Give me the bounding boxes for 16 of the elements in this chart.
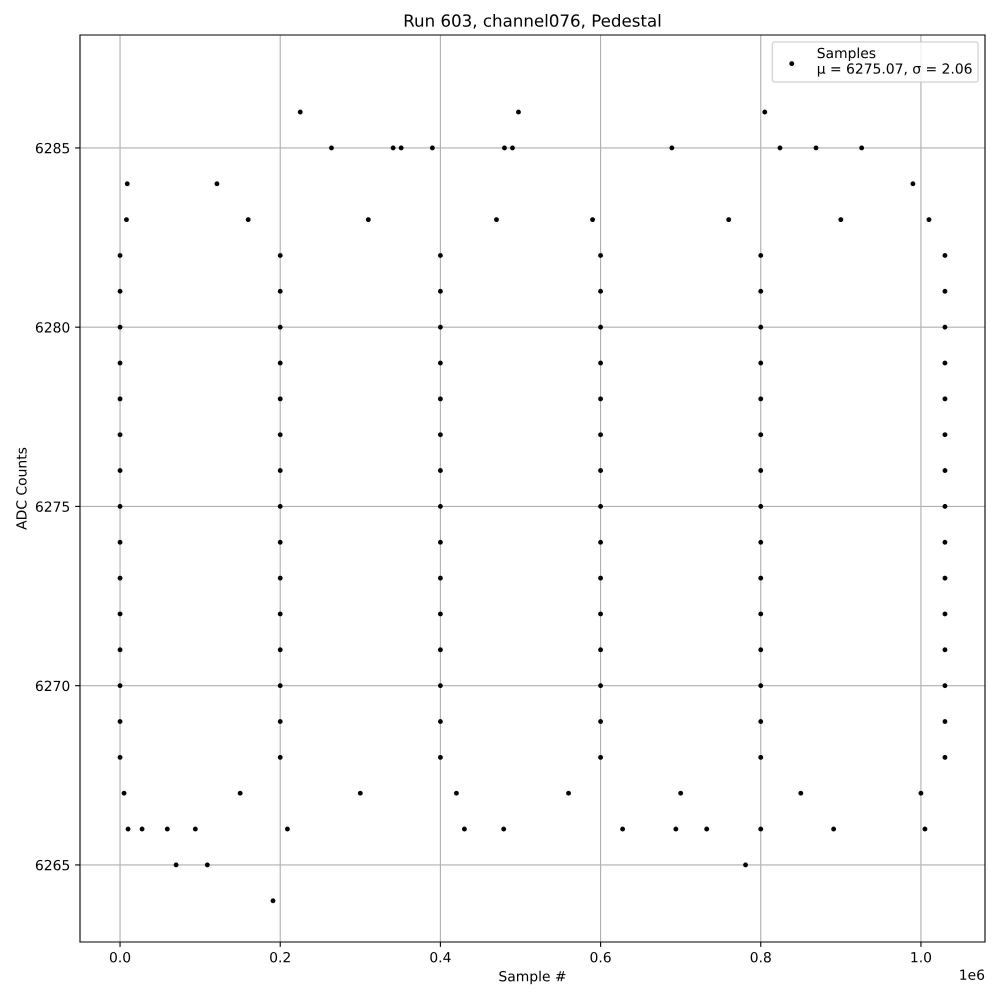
x-tick-label: 0.6 [590,952,611,962]
x-tick-label: 0.2 [270,952,290,962]
y-tick-label: 6270 [36,680,70,692]
y-tick-label: 6280 [36,322,70,333]
x-tick-label: 0.8 [750,952,771,962]
x-tick-label: 0.4 [430,952,451,962]
x-tick-label: 1.0 [911,952,932,962]
y-tick-label: 6285 [36,142,70,154]
x-axis-title: Sample # [499,970,566,984]
chart-title: Run 603, channel076, Pedestal [404,14,660,29]
text: 1e6 [960,969,984,980]
legend-label: Samples μ = 6275.07, σ = 2.06 [818,48,972,76]
y-axis-title: ADC Counts [16,448,27,530]
y-tick-label: 6265 [36,860,70,870]
x-tick-label: 0.0 [110,952,130,962]
y-tick-label: 6275 [36,501,70,512]
